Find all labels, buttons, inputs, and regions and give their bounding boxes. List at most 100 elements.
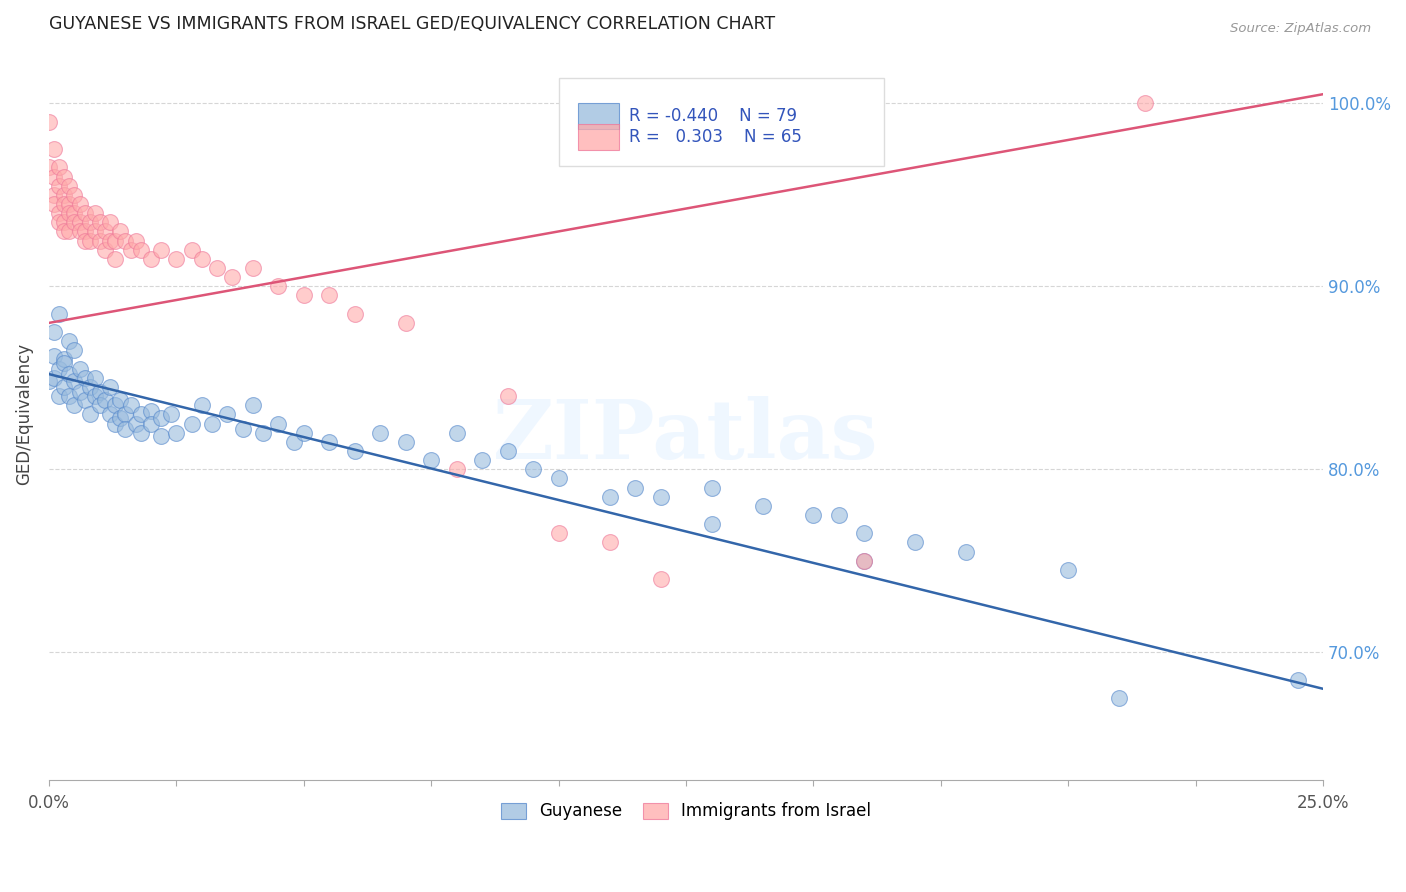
Point xyxy=(48,206,70,220)
Point xyxy=(53,215,76,229)
Point xyxy=(53,187,76,202)
Point xyxy=(955,544,977,558)
Point xyxy=(58,367,80,381)
Point xyxy=(63,206,86,220)
Point xyxy=(395,316,418,330)
Point xyxy=(38,161,60,175)
Point xyxy=(139,417,162,431)
Point xyxy=(58,224,80,238)
Point xyxy=(599,535,621,549)
Point xyxy=(496,444,519,458)
Point xyxy=(53,197,76,211)
Point xyxy=(191,252,214,266)
Point xyxy=(58,197,80,211)
Point xyxy=(803,508,825,522)
Point xyxy=(83,371,105,385)
Point xyxy=(1286,673,1309,687)
FancyBboxPatch shape xyxy=(558,78,883,166)
Point xyxy=(79,380,101,394)
Point xyxy=(292,425,315,440)
Point xyxy=(98,215,121,229)
Point xyxy=(98,380,121,394)
Point xyxy=(129,408,152,422)
Point xyxy=(42,187,65,202)
Point xyxy=(471,453,494,467)
Point xyxy=(180,243,202,257)
Point xyxy=(89,234,111,248)
Point xyxy=(124,234,146,248)
Point xyxy=(38,114,60,128)
Point xyxy=(1133,96,1156,111)
Point xyxy=(89,385,111,400)
Point xyxy=(63,215,86,229)
Point xyxy=(48,178,70,193)
Point xyxy=(69,197,91,211)
Point xyxy=(221,270,243,285)
Point xyxy=(292,288,315,302)
Point xyxy=(69,385,91,400)
Point xyxy=(104,234,127,248)
Point xyxy=(1108,690,1130,705)
Point xyxy=(242,398,264,412)
Point xyxy=(73,371,96,385)
Point xyxy=(63,398,86,412)
Point xyxy=(150,411,173,425)
Point xyxy=(42,371,65,385)
Point xyxy=(217,408,239,422)
Point xyxy=(73,206,96,220)
Point xyxy=(120,398,142,412)
Point xyxy=(42,325,65,339)
Point xyxy=(73,224,96,238)
Point xyxy=(69,215,91,229)
Point xyxy=(53,380,76,394)
Point xyxy=(232,422,254,436)
Point xyxy=(242,260,264,275)
Point xyxy=(63,187,86,202)
Point xyxy=(104,398,127,412)
Point xyxy=(73,392,96,407)
Point xyxy=(165,252,187,266)
Point xyxy=(139,252,162,266)
Point xyxy=(53,356,76,370)
Point xyxy=(58,389,80,403)
Point xyxy=(343,444,366,458)
Point xyxy=(853,526,876,541)
Point xyxy=(53,169,76,184)
Point xyxy=(160,408,183,422)
Point xyxy=(700,517,723,532)
Point xyxy=(318,434,340,449)
Point xyxy=(150,243,173,257)
Point xyxy=(252,425,274,440)
Point xyxy=(201,417,224,431)
Point xyxy=(42,142,65,156)
Point xyxy=(150,429,173,443)
Point xyxy=(129,243,152,257)
Point xyxy=(139,403,162,417)
Point xyxy=(522,462,544,476)
Legend: Guyanese, Immigrants from Israel: Guyanese, Immigrants from Israel xyxy=(495,796,877,827)
Text: R = -0.440    N = 79: R = -0.440 N = 79 xyxy=(628,107,797,125)
Point xyxy=(79,215,101,229)
Point xyxy=(63,375,86,389)
Point xyxy=(165,425,187,440)
Point xyxy=(89,398,111,412)
Point xyxy=(94,392,117,407)
Point xyxy=(191,398,214,412)
Point xyxy=(38,375,60,389)
Point xyxy=(42,169,65,184)
Point xyxy=(624,481,647,495)
Text: R =   0.303    N = 65: R = 0.303 N = 65 xyxy=(628,128,801,146)
Point xyxy=(110,224,132,238)
Point xyxy=(1057,563,1080,577)
Text: GUYANESE VS IMMIGRANTS FROM ISRAEL GED/EQUIVALENCY CORRELATION CHART: GUYANESE VS IMMIGRANTS FROM ISRAEL GED/E… xyxy=(49,15,775,33)
Point xyxy=(180,417,202,431)
Point xyxy=(94,224,117,238)
Point xyxy=(48,307,70,321)
Point xyxy=(343,307,366,321)
Point xyxy=(89,215,111,229)
Point xyxy=(420,453,443,467)
Point xyxy=(129,425,152,440)
Point xyxy=(69,224,91,238)
Point xyxy=(48,161,70,175)
Point xyxy=(83,389,105,403)
